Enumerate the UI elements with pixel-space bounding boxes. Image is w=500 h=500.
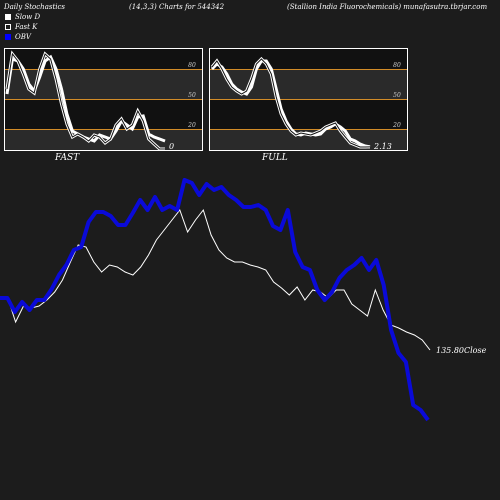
price-line [0,208,431,351]
fast-stochastic-plot: 80 50 20 0 [5,50,196,151]
fast-stochastic-panel: 80 50 20 0 [4,48,203,151]
level-tick-label: 20 [392,122,401,129]
level-20-line [5,129,202,130]
close-price-label: 135.80Close [436,346,487,355]
fast-panel-label: FAST [55,153,80,163]
level-tick-label: 80 [393,62,401,69]
level-80-line [210,69,407,70]
full-panel-label: FULL [262,153,288,163]
header-source: (Stallion India Fluorochemicals) munafas… [287,3,488,11]
level-50-line [5,99,202,100]
legend-item-slow-d: Slow D [5,13,40,21]
legend-swatch-obv [5,34,11,40]
level-tick-label: 50 [188,92,196,99]
legend-item-obv: OBV [5,33,31,41]
legend-label-obv: OBV [15,33,31,41]
level-tick-label: 50 [393,92,401,99]
level-tick-label: 80 [188,62,196,69]
full-stochastic-panel: 80 50 20 2.13 [209,48,408,151]
header-title: Daily Stochastics [4,3,66,11]
fast-k-line [211,58,371,148]
obv-line [0,178,430,422]
legend-item-fast-k: Fast K [5,23,37,31]
level-50-line [210,99,407,100]
legend-swatch-slow-d [5,14,11,20]
legend-label-slow-d: Slow D [15,13,41,21]
level-tick-label: 20 [187,122,196,129]
level-80-line [5,69,202,70]
header-subtitle: (14,3,3) Charts for 544342 [129,3,225,11]
full-stochastic-plot: 80 50 20 2.13 [210,56,401,151]
last-value-label: 0 [169,142,174,151]
level-20-line [210,129,407,130]
legend-swatch-fast-k [5,24,11,30]
legend-label-fast-k: Fast K [15,23,38,31]
last-value-label: 2.13 [373,142,392,151]
fast-k-line [6,52,165,150]
